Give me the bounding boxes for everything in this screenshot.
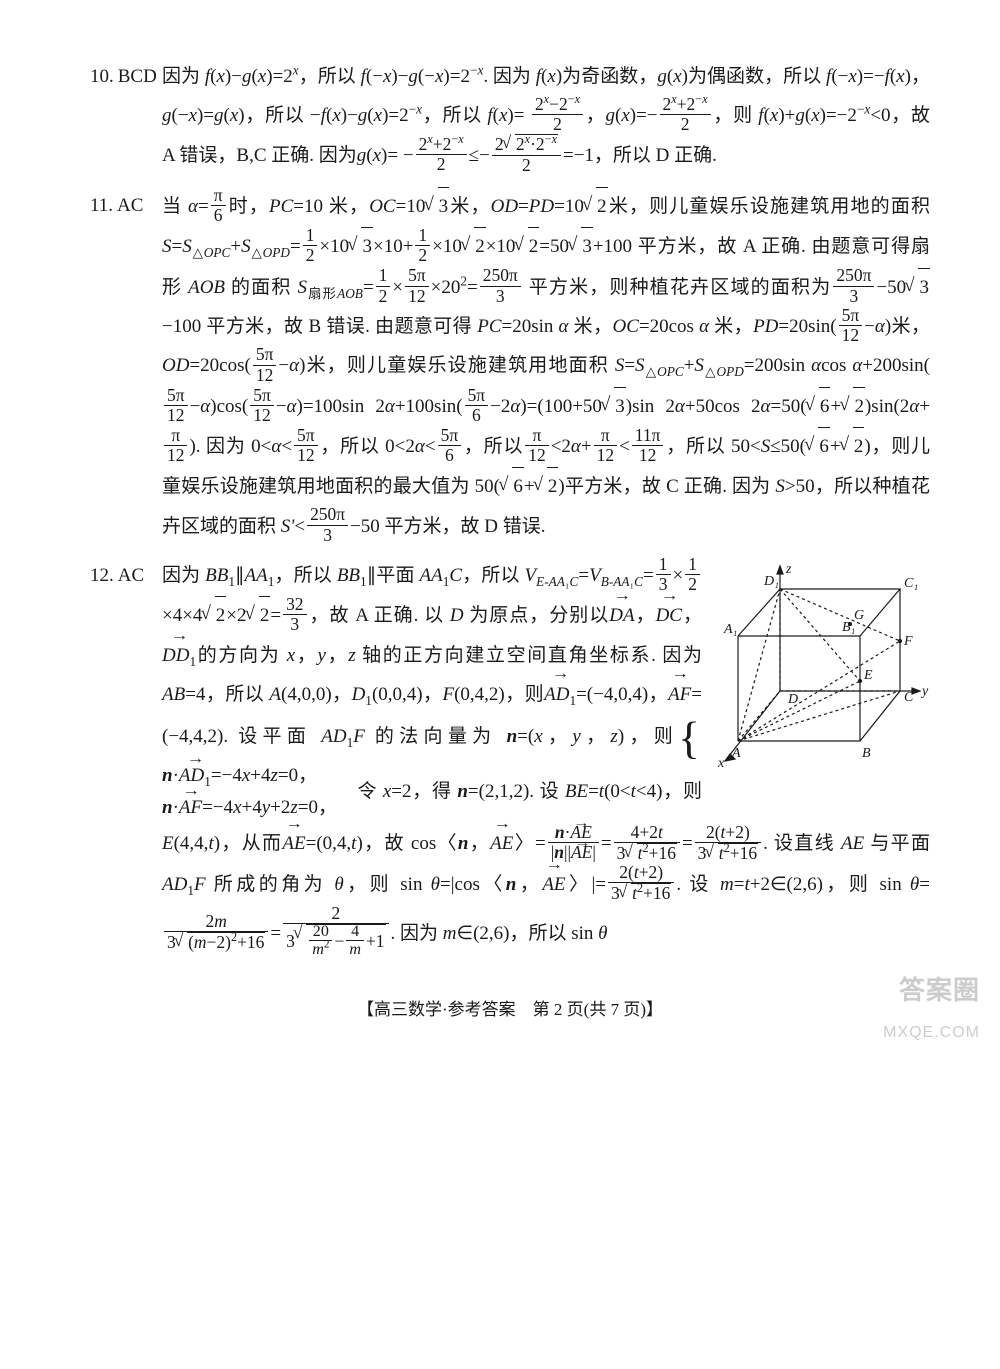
question-12: 12. AC: [90, 557, 930, 963]
svg-text:C: C: [904, 690, 914, 705]
q10-answer: BCD: [118, 58, 157, 97]
svg-text:A₁: A₁: [723, 622, 737, 637]
q11-answer: AC: [117, 187, 143, 226]
svg-text:D₁: D₁: [763, 574, 779, 589]
svg-text:A: A: [731, 746, 741, 761]
svg-text:B: B: [862, 746, 871, 761]
q11-head: 11. AC: [90, 187, 162, 226]
page-footer: 【高三数学·参考答案 第 2 页(共 7 页)】: [90, 993, 930, 1028]
svg-text:y: y: [920, 684, 929, 699]
q12-body: A B C D A₁ B₁ C₁ D₁ E F G z y x 因为 BB1∥A…: [162, 557, 930, 963]
q11-body: 当 α=π6时，PC=10 米，OC=103米，OD=PD=102米，则儿童娱乐…: [162, 187, 930, 547]
svg-text:x: x: [717, 756, 725, 771]
svg-text:D: D: [787, 692, 798, 707]
q10-head: 10. BCD: [90, 58, 162, 97]
q12-answer: AC: [118, 557, 144, 596]
q11-number: 11.: [90, 187, 113, 226]
svg-text:C₁: C₁: [904, 576, 918, 591]
svg-text:z: z: [785, 562, 792, 577]
question-10: 10. BCD 因为 f(x)−g(x)=2x，所以 f(−x)−g(−x)=2…: [90, 58, 930, 177]
q10-number: 10.: [90, 58, 114, 97]
svg-text:F: F: [903, 634, 913, 649]
q12-head: 12. AC: [90, 557, 162, 596]
q10-body: 因为 f(x)−g(x)=2x，所以 f(−x)−g(−x)=2−x. 因为 f…: [162, 58, 930, 177]
question-11: 11. AC 当 α=π6时，PC=10 米，OC=103米，OD=PD=102…: [90, 187, 930, 547]
svg-text:G: G: [854, 608, 864, 623]
svg-text:E: E: [863, 668, 873, 683]
q12-number: 12.: [90, 557, 114, 596]
q12-figure: A B C D A₁ B₁ C₁ D₁ E F G z y x: [710, 561, 930, 786]
